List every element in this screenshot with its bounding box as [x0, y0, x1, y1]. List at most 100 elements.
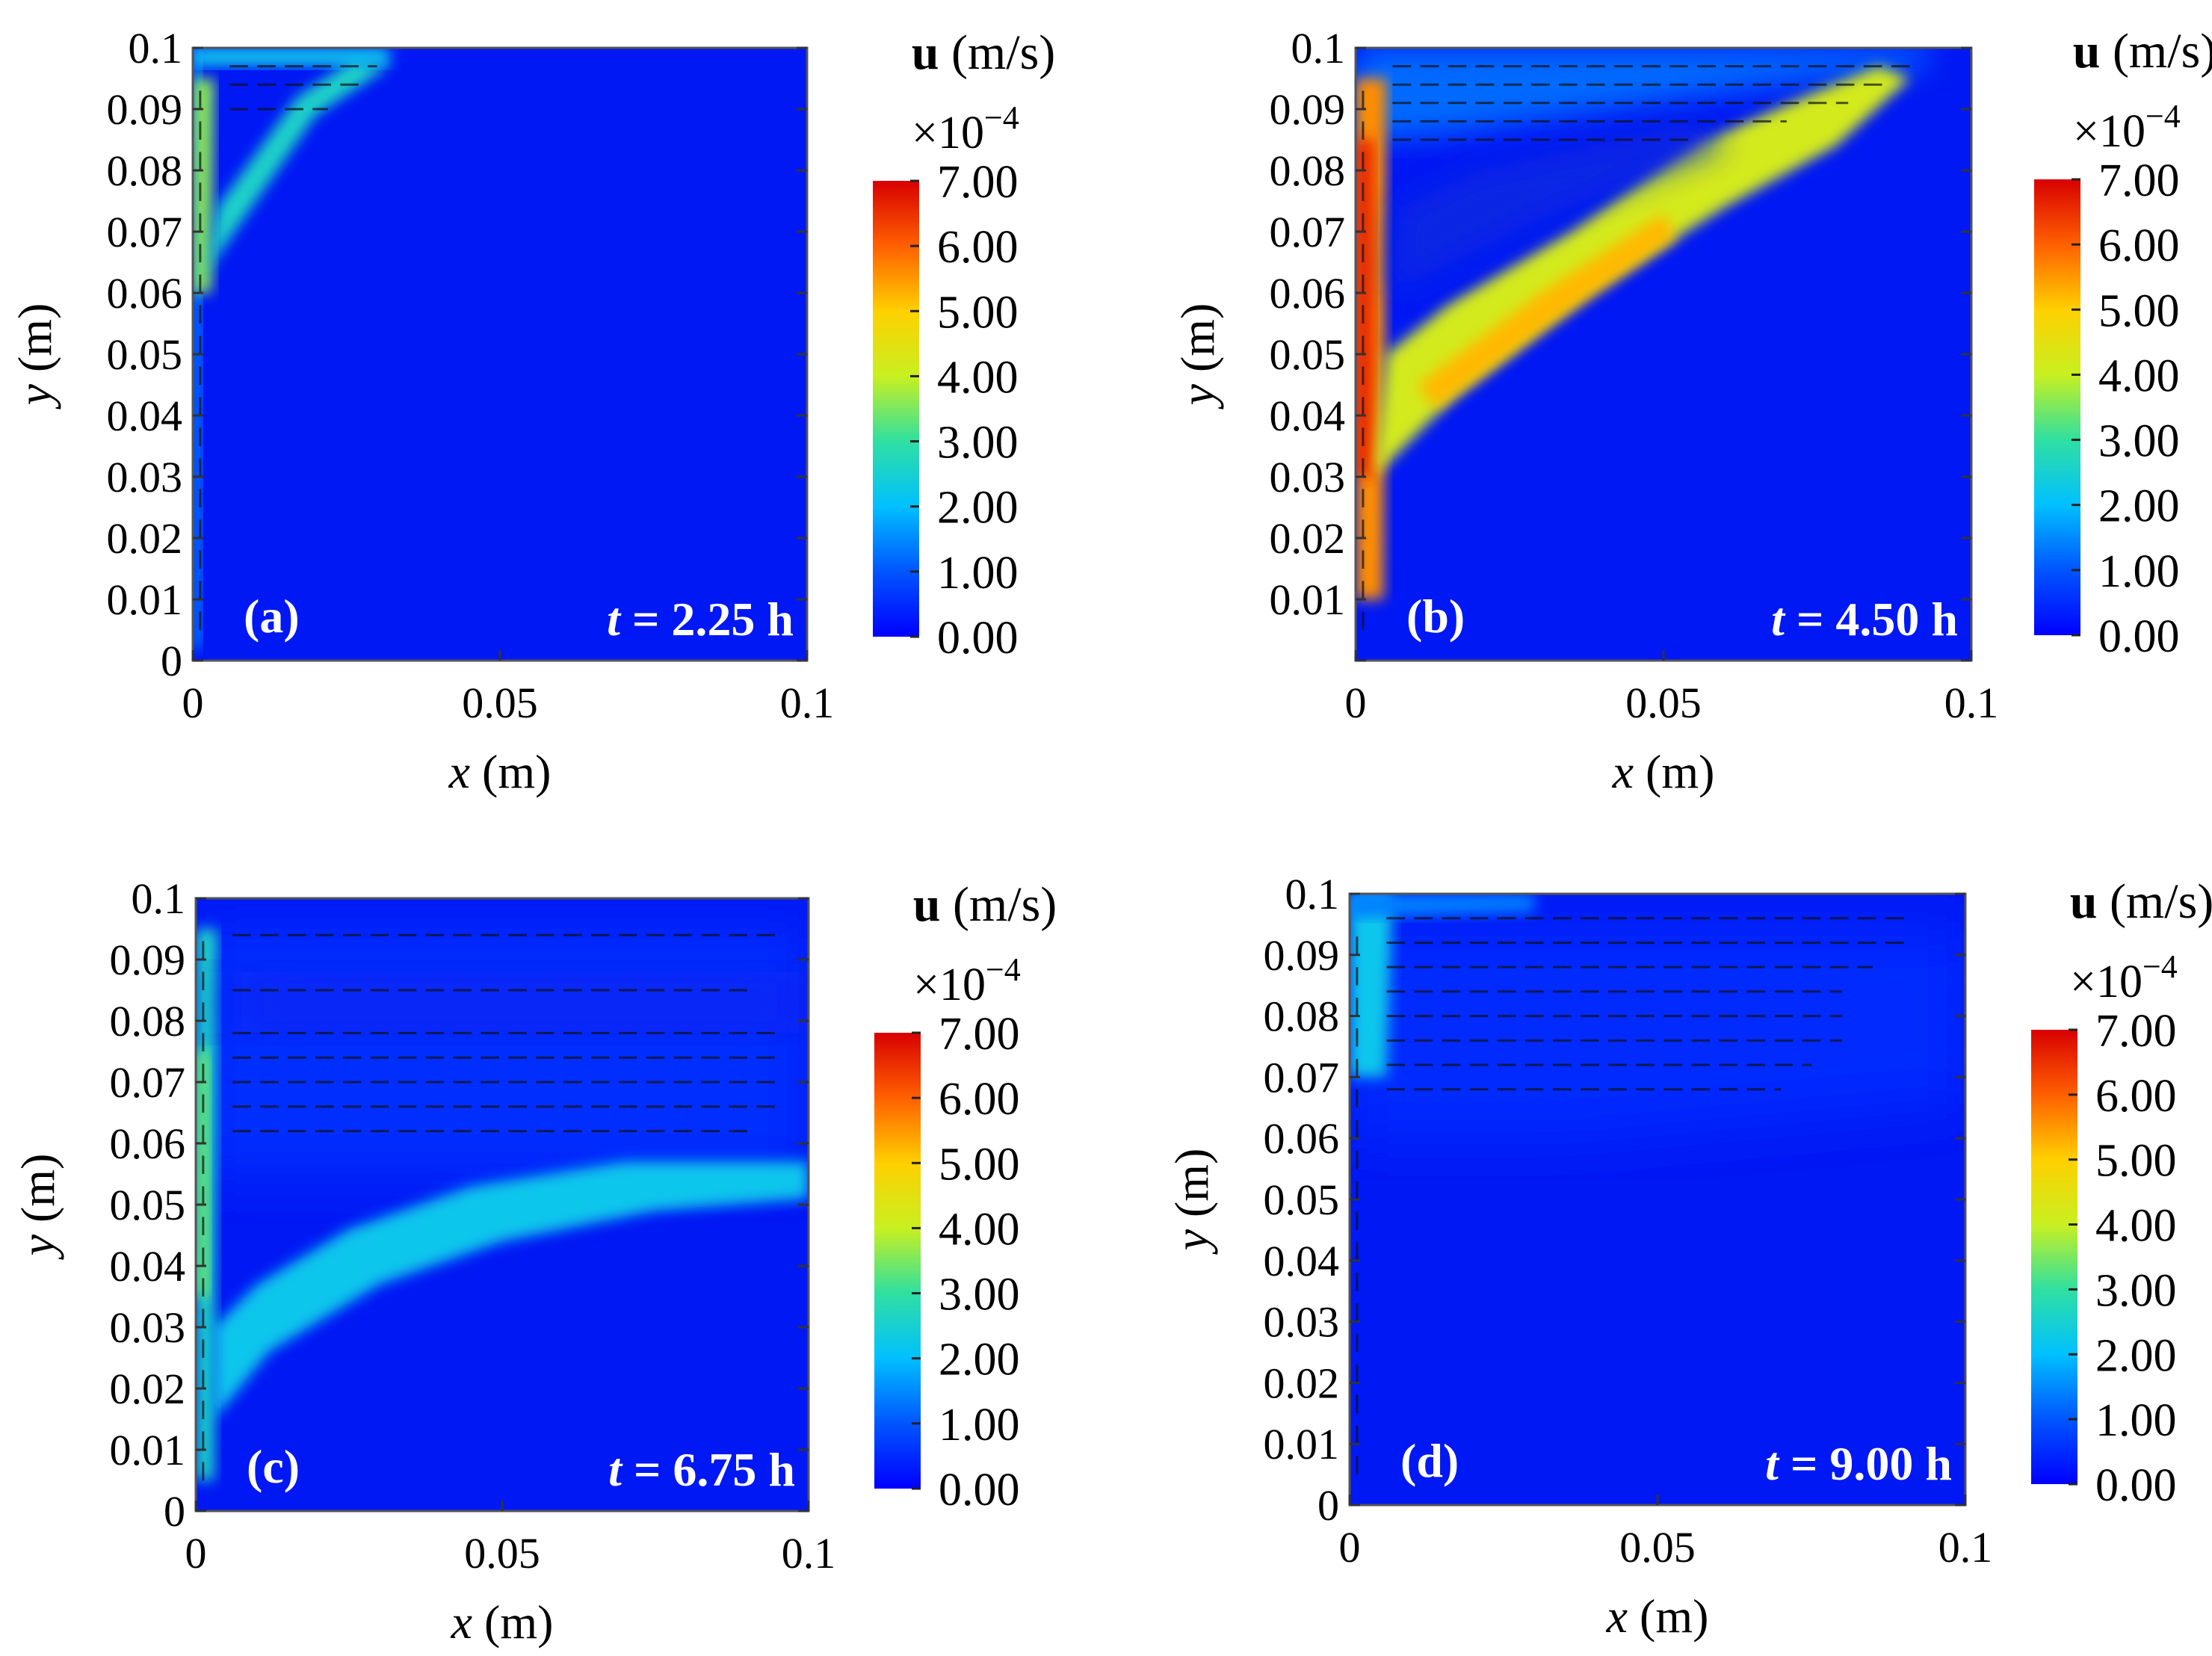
colorbar-tick-label: 2.00 — [939, 1335, 1020, 1385]
left-wall-flow — [1350, 894, 1393, 1078]
y-tick-label: 0.01 — [110, 1426, 186, 1474]
colorbar-tick-label: 0.00 — [937, 613, 1019, 664]
velocity-arrows — [1356, 917, 1904, 1475]
colorbar-title: u (m/s) — [2070, 874, 2212, 929]
top-flow — [1350, 894, 1535, 918]
colorbar-tick-label: 1.00 — [2098, 546, 2180, 597]
y-tick-label: 0.1 — [1285, 870, 1340, 918]
panel-b: 0.01 0.02 0.03 0.04 0.05 0.06 0.07 0.08 0.09 0.1 0… — [1171, 24, 2212, 798]
colorbar: u (m/s) ×10−4 0.00 1.00 2.00 3.00 4.00 5.00 6.00… — [873, 25, 1055, 664]
colorbar: u (m/s) ×10−4 0.00 1.00 2.00 3.00 4.00 5.00 6.00… — [2034, 24, 2212, 662]
x-tick-label: 0.05 — [462, 679, 538, 727]
x-tick-label: 0 — [1345, 679, 1367, 727]
y-axis-label: y (m) — [1171, 303, 1224, 410]
panel-label: (c) — [247, 1440, 300, 1493]
y-tick-label: 0.04 — [1264, 1237, 1340, 1285]
colorbar-tick-label: 0.00 — [2095, 1460, 2177, 1511]
jet-band — [205, 60, 389, 281]
jet-band — [1374, 66, 1910, 478]
colorbar-tick-label: 5.00 — [939, 1139, 1020, 1190]
x-axis-label: x (m) — [448, 745, 552, 798]
colorbar-tick-label: 4.00 — [2095, 1201, 2177, 1252]
y-tick-label: 0.08 — [1264, 992, 1340, 1041]
velocity-arrows — [202, 933, 775, 1480]
y-tick-label: 0.01 — [1264, 1420, 1340, 1468]
y-tick-label: 0.04 — [1270, 392, 1346, 440]
colorbar-tick-label: 7.00 — [2098, 155, 2180, 206]
y-tick-label: 0.06 — [110, 1119, 186, 1168]
colorbar-multiplier: ×10−4 — [913, 951, 1021, 1010]
y-tick-label: 0.03 — [1270, 453, 1346, 501]
colorbar-tick-label: 6.00 — [937, 222, 1019, 273]
y-tick-label: 0.09 — [1270, 85, 1346, 134]
colorbar-tick-label: 7.00 — [937, 157, 1019, 208]
tick-marks — [191, 46, 809, 662]
colorbar-multiplier: ×10−4 — [912, 99, 1019, 158]
y-axis-label: y (m) — [1165, 1149, 1218, 1255]
y-tick-label: 0.09 — [1264, 931, 1340, 980]
colorbar-gradient — [874, 1033, 921, 1489]
y-tick-label: 0.07 — [1270, 208, 1346, 256]
y-tick-label: 0.02 — [110, 1365, 186, 1413]
time-label: t = 9.00 h — [1765, 1437, 1952, 1490]
y-tick-label: 0.09 — [110, 936, 186, 984]
x-tick-label: 0 — [1339, 1523, 1361, 1572]
panel-label: (b) — [1406, 590, 1465, 643]
velocity-field — [196, 929, 809, 1480]
x-tick-label: 0.1 — [1944, 679, 1999, 727]
y-tick-label: 0.06 — [1270, 269, 1346, 318]
panel-c: 0 0.01 0.02 0.03 0.04 0.05 0.06 0.07 0.08 0.09 0.1… — [11, 874, 1057, 1649]
x-tick-label: 0.1 — [782, 1529, 836, 1578]
colorbar-tick-label: 1.00 — [939, 1400, 1020, 1450]
x-tick-label: 0.05 — [1625, 679, 1702, 727]
y-tick-label: 0.08 — [107, 146, 183, 195]
colorbar-tick-label: 7.00 — [2095, 1006, 2177, 1057]
x-axis-label: x (m) — [451, 1595, 554, 1649]
time-label: t = 2.25 h — [607, 593, 794, 646]
panel-a: 0 0.01 0.02 0.03 0.04 0.05 0.06 0.07 0.08 0.09 0.1… — [8, 24, 1055, 798]
upper-dark — [232, 971, 809, 1034]
colorbar-tick-label: 6.00 — [2098, 220, 2180, 271]
tick-marks — [194, 897, 810, 1513]
left-wall-core — [1356, 140, 1374, 477]
y-tick-label: 0.07 — [1264, 1053, 1340, 1102]
colorbar-tick-label: 6.00 — [2095, 1071, 2177, 1122]
left-wall-core — [193, 78, 214, 293]
colorbar-tick-label: 4.00 — [939, 1204, 1020, 1255]
velocity-field — [1350, 894, 1965, 1475]
y-tick-label: 0.1 — [129, 24, 183, 72]
upper-layer — [1350, 930, 1965, 1139]
y-tick-label: 0.03 — [107, 453, 183, 501]
colorbar-tick-label: 6.00 — [939, 1074, 1020, 1125]
y-tick-label: 0.02 — [1264, 1359, 1340, 1407]
panel-label: (d) — [1400, 1434, 1459, 1487]
x-tick-label: 0.1 — [780, 679, 835, 727]
colorbar-title: u (m/s) — [913, 877, 1057, 932]
x-tick-label: 0.05 — [464, 1529, 540, 1578]
colorbar-multiplier: ×10−4 — [2070, 948, 2178, 1007]
colorbar-tick-label: 4.00 — [2098, 350, 2180, 401]
colorbar-tick-label: 0.00 — [2098, 611, 2180, 662]
colorbar-tick-label: 4.00 — [937, 352, 1019, 403]
x-tick-label: 0 — [185, 1529, 207, 1578]
velocity-field — [1356, 48, 1929, 630]
y-tick-label: 0.03 — [1264, 1298, 1340, 1347]
y-tick-label: 0.02 — [107, 514, 183, 563]
colorbar-gradient — [2031, 1030, 2077, 1484]
colorbar-tick-label: 1.00 — [937, 548, 1019, 599]
colorbar-tick-label: 0.00 — [939, 1465, 1020, 1516]
colorbar-multiplier: ×10−4 — [2073, 98, 2181, 157]
panel-label: (a) — [244, 590, 300, 643]
time-label: t = 6.75 h — [608, 1443, 795, 1496]
colorbar-tick-label: 2.00 — [937, 483, 1019, 534]
y-tick-label: 0.1 — [132, 874, 186, 923]
colorbar-title: u (m/s) — [912, 25, 1056, 80]
colorbar: u (m/s) ×10−4 0.00 1.00 2.00 3.00 4.00 5.00 6.00… — [2031, 874, 2212, 1511]
y-tick-label: 0.09 — [107, 85, 183, 134]
panel-d: 0 0.01 0.02 0.03 0.04 0.05 0.06 0.07 0.08 0.09 0.1… — [1165, 870, 2212, 1643]
x-tick-label: 0.1 — [1938, 1523, 1993, 1572]
x-tick-label: 0 — [182, 679, 204, 727]
y-tick-label: 0.02 — [1270, 514, 1346, 563]
colorbar-tick-label: 1.00 — [2095, 1395, 2177, 1446]
